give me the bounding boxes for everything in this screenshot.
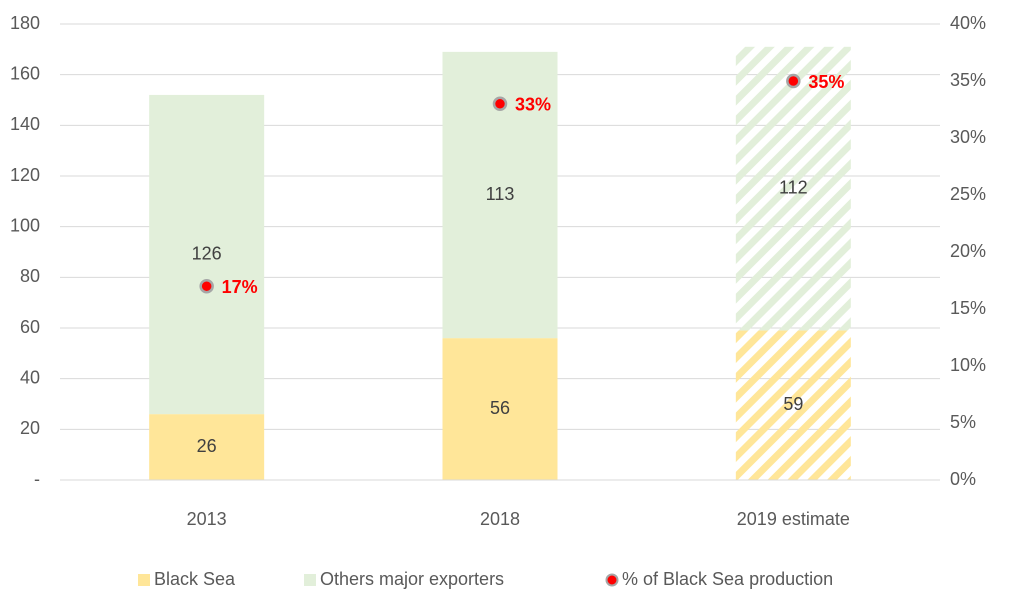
bar-value-label: 112 xyxy=(779,177,808,197)
y-tick-label: 40 xyxy=(20,367,40,387)
percent-label: 17% xyxy=(222,277,258,297)
y2-tick-label: 10% xyxy=(950,355,986,375)
y2-tick-label: 15% xyxy=(950,298,986,318)
y-tick-label: 160 xyxy=(10,63,40,83)
bar-value-label: 56 xyxy=(490,398,510,418)
bar-value-label: 113 xyxy=(486,184,515,204)
y-tick-label: 60 xyxy=(20,317,40,337)
y-tick-label: 140 xyxy=(10,114,40,134)
bar-segment xyxy=(149,94,265,415)
legend-label: % of Black Sea production xyxy=(622,569,833,589)
legend-marker xyxy=(304,574,316,586)
x-tick-label: 2013 xyxy=(187,509,227,529)
bar-segment xyxy=(442,338,558,480)
bar-segment xyxy=(149,414,265,480)
y-tick-label: 120 xyxy=(10,165,40,185)
y-tick-label: 20 xyxy=(20,418,40,438)
y2-tick-label: 35% xyxy=(950,70,986,90)
bar-segment xyxy=(735,46,851,331)
legend-label: Others major exporters xyxy=(320,569,504,589)
y2-tick-label: 30% xyxy=(950,127,986,147)
y2-tick-label: 40% xyxy=(950,13,986,33)
percent-label: 33% xyxy=(515,95,551,115)
x-tick-label: 2019 estimate xyxy=(737,509,850,529)
percent-dot xyxy=(786,73,801,89)
percent-dot xyxy=(492,96,508,112)
y2-tick-label: 20% xyxy=(950,241,986,261)
y2-tick-label: 25% xyxy=(950,184,986,204)
percent-dot xyxy=(199,278,214,294)
bar-segment xyxy=(735,330,851,480)
bar-value-label: 126 xyxy=(192,243,222,263)
x-tick-label: 2018 xyxy=(480,509,520,529)
y2-tick-label: 0% xyxy=(950,469,976,489)
y-tick-label: 80 xyxy=(20,266,40,286)
legend-marker xyxy=(138,574,150,586)
y-tick-label: 100 xyxy=(10,215,40,235)
percent-label: 35% xyxy=(808,72,844,92)
y2-tick-label: 5% xyxy=(950,412,976,432)
legend-label: Black Sea xyxy=(154,569,236,589)
legend-marker xyxy=(605,573,619,587)
y-tick-label: 180 xyxy=(10,13,40,33)
y-tick-label: - xyxy=(34,469,40,489)
bar-value-label: 59 xyxy=(783,394,803,414)
bar-value-label: 26 xyxy=(197,436,217,456)
